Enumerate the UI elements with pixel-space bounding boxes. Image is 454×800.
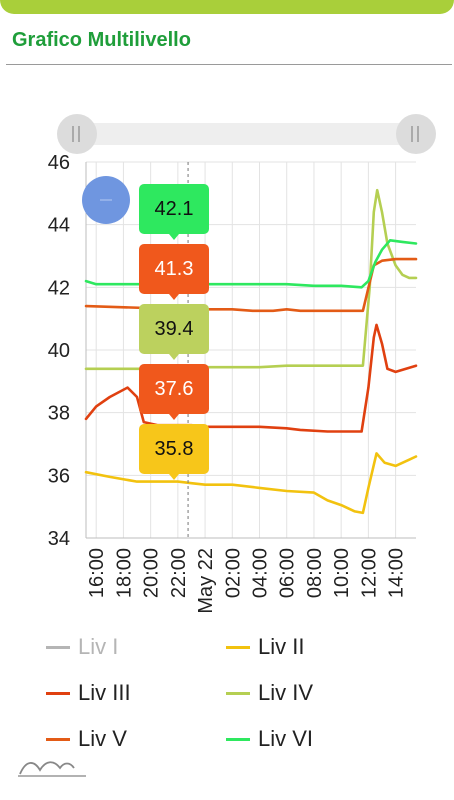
x-tick-label: 16:00 (86, 548, 108, 598)
legend-label: Liv II (258, 634, 305, 659)
x-tick-label: 10:00 (331, 548, 353, 598)
legend-item-liv-ii[interactable]: Liv II (226, 632, 304, 662)
legend-swatch (46, 691, 70, 695)
legend-item-liv-iv[interactable]: Liv IV (226, 678, 313, 708)
legend-swatch (46, 645, 70, 649)
legend-swatch (46, 737, 70, 741)
page-title: Grafico Multilivello (12, 29, 191, 51)
series-line-liv-iii (84, 323, 418, 433)
legend-label: Liv IV (258, 680, 314, 705)
drag-grip-icon (72, 126, 74, 142)
tooltip-value: 39.4 (154, 317, 194, 340)
tooltip-value: 42.1 (154, 197, 194, 220)
drag-grip-icon (411, 126, 413, 142)
drag-grip-icon (417, 126, 419, 142)
legend-label: Liv I (78, 634, 119, 659)
legend-item-liv-vi[interactable]: Liv VI (226, 724, 313, 754)
legend-label: Liv VI (258, 726, 314, 751)
x-tick-label: 04:00 (250, 548, 272, 598)
legend-item-liv-v[interactable]: Liv V (46, 724, 127, 754)
mountain-waves-logo (18, 761, 86, 777)
x-tick-label: 02:00 (222, 548, 244, 598)
series-line-liv-vi (84, 239, 418, 289)
top-accent-bar (0, 0, 454, 14)
y-tick-label: 34 (48, 528, 70, 550)
y-tick-label: 36 (48, 465, 70, 487)
legend-item-liv-i[interactable]: Liv I (46, 632, 118, 662)
y-tick-label: 40 (48, 340, 70, 362)
x-tick-label: 06:00 (277, 548, 299, 598)
series-line-liv-v (84, 257, 418, 313)
legend-swatch (226, 645, 250, 649)
header: Grafico Multilivello (0, 0, 454, 66)
x-tick-label: 22:00 (168, 548, 190, 598)
legend-label: Liv V (78, 726, 127, 751)
y-tick-label: 38 (48, 403, 70, 425)
tooltip-liv-iii: 37.6 (139, 364, 209, 420)
x-tick-label: 08:00 (304, 548, 326, 598)
legend-swatch (226, 737, 250, 741)
x-tick-label: 14:00 (386, 548, 408, 598)
range-slider-track[interactable] (78, 123, 416, 145)
tooltip-liv-iv: 39.4 (139, 304, 209, 360)
series-line-liv-ii (84, 452, 418, 515)
header-divider (6, 64, 452, 65)
tooltip-value: 35.8 (154, 437, 194, 460)
x-tick-label: 12:00 (358, 548, 380, 598)
tooltip-liv-ii: 35.8 (139, 424, 209, 480)
tooltip-value: 37.6 (154, 377, 194, 400)
legend-label: Liv III (78, 680, 131, 705)
tooltip-value: 41.3 (154, 257, 194, 280)
range-slider-start-handle[interactable] (57, 114, 97, 154)
multilevel-line-chart[interactable]: 34 36 38 40 42 44 46 16:00 18:00 20:00 22:00 May 22… (0, 150, 454, 620)
tooltip-liv-vi: 42.1 (139, 184, 209, 240)
y-tick-label: 42 (48, 277, 70, 299)
tooltip-liv-v: 41.3 (139, 244, 209, 300)
series-line-liv-iv (84, 188, 418, 371)
drag-grip-icon (78, 126, 80, 142)
legend-swatch (226, 691, 250, 695)
x-tick-label: 18:00 (113, 548, 135, 598)
y-tick-label: 46 (48, 152, 70, 174)
range-slider-end-handle[interactable] (396, 114, 436, 154)
y-tick-label: 44 (48, 215, 70, 237)
x-tick-label: 20:00 (141, 548, 163, 598)
legend-item-liv-iii[interactable]: Liv III (46, 678, 131, 708)
x-tick-label: May 22 (195, 548, 217, 614)
